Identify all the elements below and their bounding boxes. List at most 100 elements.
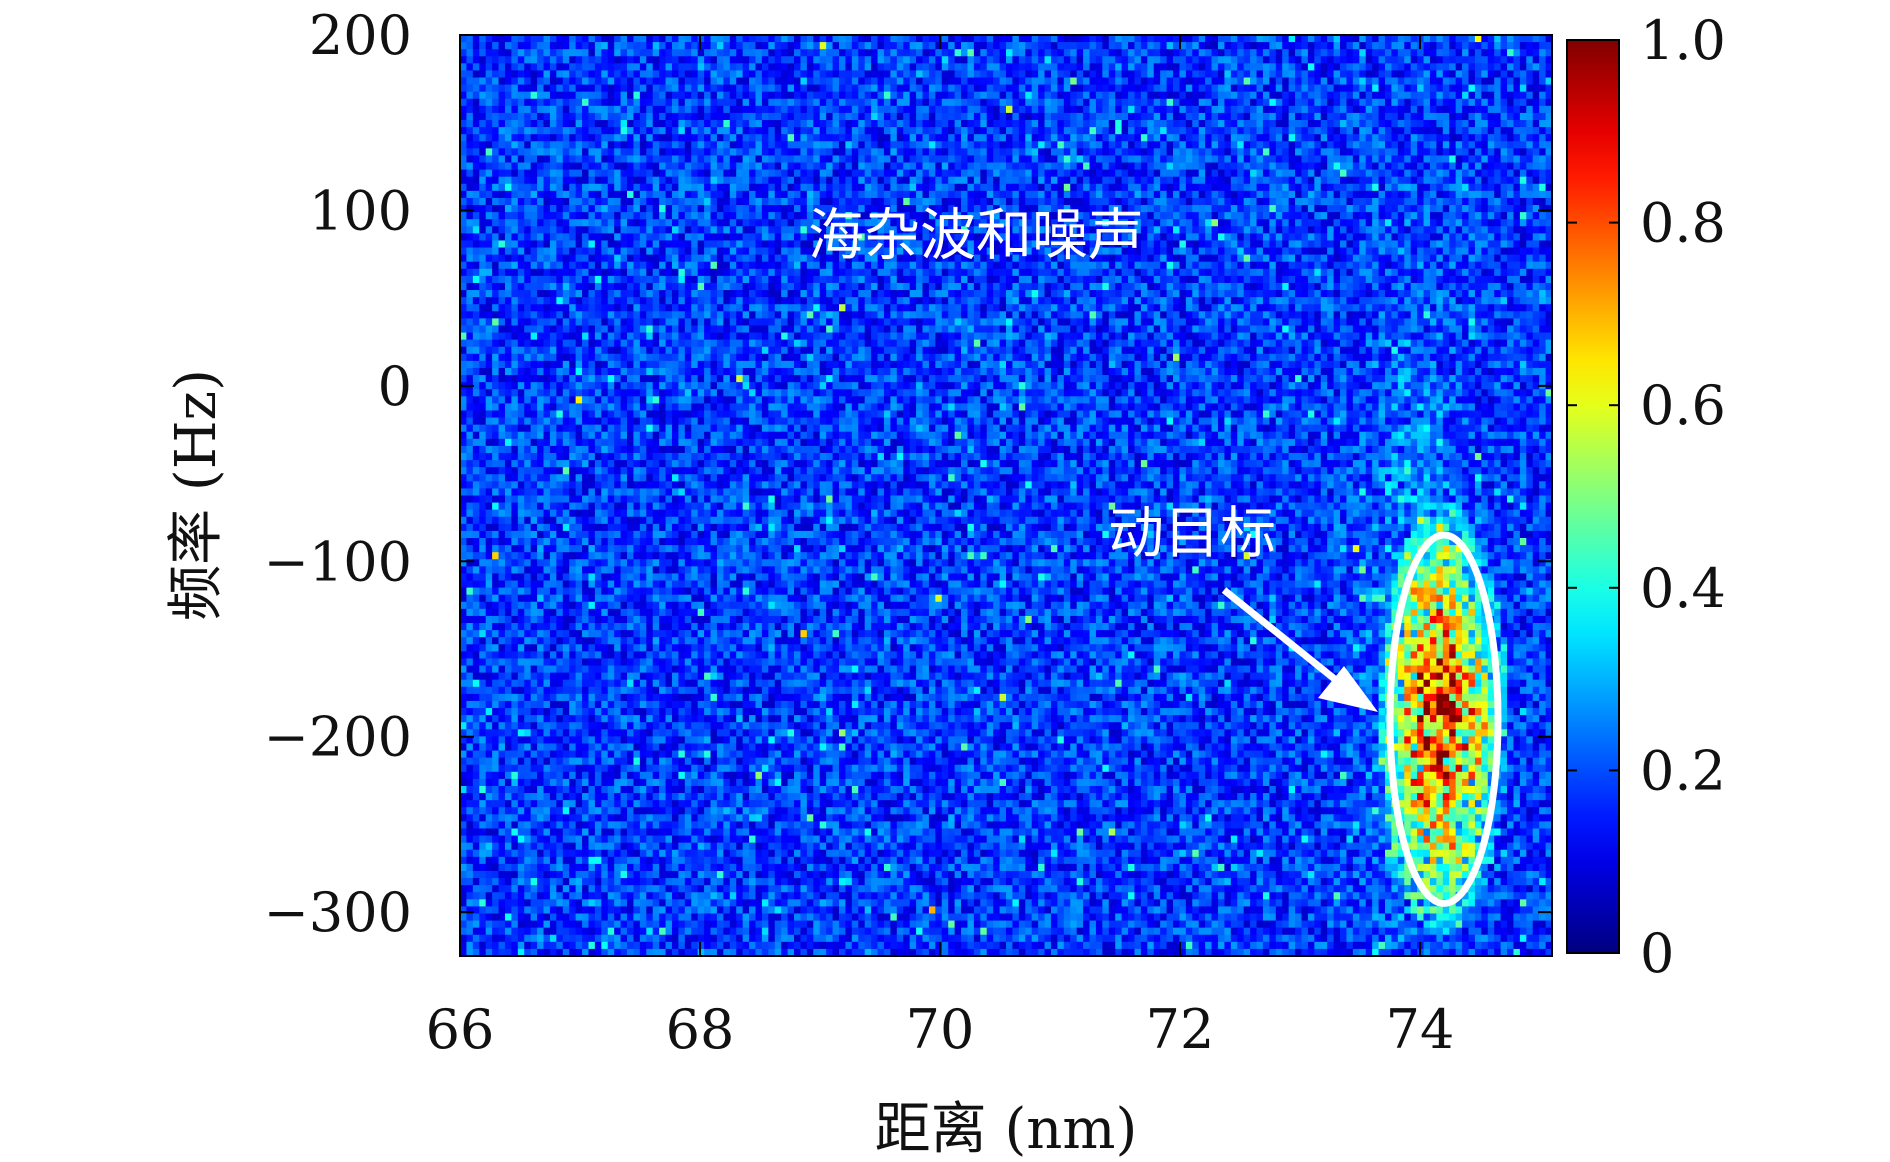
heatmap-cell — [1539, 198, 1546, 206]
heatmap-cell — [544, 134, 551, 142]
heatmap-cell — [531, 78, 538, 86]
heatmap-cell — [955, 56, 962, 64]
heatmap-cell — [614, 226, 621, 234]
heatmap-cell — [486, 163, 493, 171]
heatmap-cell — [967, 113, 974, 121]
heatmap-cell — [1173, 35, 1180, 43]
heatmap-cell — [1231, 226, 1238, 234]
heatmap-cell — [1199, 198, 1206, 206]
heatmap-cell — [1199, 205, 1206, 213]
heatmap-cell — [910, 148, 917, 156]
heatmap-cell — [1064, 92, 1071, 100]
heatmap-cell — [871, 63, 878, 71]
heatmap-cell — [544, 170, 551, 178]
heatmap-cell — [845, 56, 852, 64]
heatmap-cell — [1411, 78, 1418, 86]
heatmap-cell — [1134, 120, 1141, 128]
heatmap-cell — [1070, 99, 1077, 107]
heatmap-cell — [1308, 134, 1315, 142]
heatmap-cell — [1179, 148, 1186, 156]
heatmap-cell — [800, 106, 807, 114]
heatmap-cell — [537, 155, 544, 163]
heatmap-cell — [563, 35, 570, 43]
heatmap-cell — [1096, 148, 1103, 156]
heatmap-cell — [717, 127, 724, 135]
heatmap-cell — [511, 56, 518, 64]
heatmap-cell — [1314, 212, 1321, 220]
heatmap-cell — [826, 141, 833, 149]
heatmap-cell — [524, 219, 531, 227]
heatmap-cell — [672, 219, 679, 227]
heatmap-cell — [1513, 155, 1520, 163]
heatmap-cell — [910, 177, 917, 185]
heatmap-cell — [813, 155, 820, 163]
heatmap-cell — [1250, 85, 1257, 93]
heatmap-cell — [910, 85, 917, 93]
heatmap-cell — [1481, 219, 1488, 227]
heatmap-cell — [1102, 134, 1109, 142]
heatmap-cell — [666, 170, 673, 178]
heatmap-cell — [1417, 141, 1424, 149]
heatmap-cell — [1237, 78, 1244, 86]
heatmap-cell — [1353, 99, 1360, 107]
heatmap-cell — [531, 226, 538, 234]
heatmap-cell — [1147, 42, 1154, 50]
heatmap-cell — [473, 219, 480, 227]
heatmap-cell — [563, 240, 570, 248]
heatmap-cell — [1346, 42, 1353, 50]
heatmap-cell — [961, 92, 968, 100]
heatmap-cell — [1366, 120, 1373, 128]
heatmap-cell — [1385, 233, 1392, 241]
heatmap-cell — [1224, 212, 1231, 220]
heatmap-cell — [1353, 233, 1360, 241]
heatmap-cell — [608, 170, 615, 178]
heatmap-cell — [1468, 184, 1475, 192]
heatmap-cell — [556, 99, 563, 107]
heatmap-cell — [845, 134, 852, 142]
heatmap-cell — [1199, 35, 1206, 43]
heatmap-cell — [1032, 127, 1039, 135]
heatmap-cell — [1186, 35, 1193, 43]
heatmap-cell — [1424, 49, 1431, 57]
heatmap-cell — [1096, 191, 1103, 199]
heatmap-cell — [1109, 35, 1116, 43]
heatmap-cell — [878, 155, 885, 163]
heatmap-cell — [1102, 85, 1109, 93]
heatmap-cell — [524, 70, 531, 78]
heatmap-cell — [1314, 85, 1321, 93]
heatmap-cell — [1282, 99, 1289, 107]
heatmap-cell — [910, 106, 917, 114]
heatmap-cell — [1083, 127, 1090, 135]
heatmap-cell — [1192, 78, 1199, 86]
heatmap-cell — [460, 155, 467, 163]
heatmap-cell — [1507, 177, 1514, 185]
heatmap-cell — [466, 219, 473, 227]
heatmap-cell — [646, 92, 653, 100]
heatmap-cell — [492, 92, 499, 100]
heatmap-cell — [723, 191, 730, 199]
heatmap-cell — [524, 177, 531, 185]
heatmap-cell — [1122, 134, 1129, 142]
heatmap-cell — [948, 85, 955, 93]
heatmap-cell — [1038, 184, 1045, 192]
heatmap-cell — [1038, 191, 1045, 199]
heatmap-cell — [685, 155, 692, 163]
heatmap-cell — [691, 170, 698, 178]
heatmap-cell — [1141, 184, 1148, 192]
heatmap-cell — [1070, 85, 1077, 93]
heatmap-cell — [569, 63, 576, 71]
heatmap-cell — [1417, 113, 1424, 121]
heatmap-cell — [1539, 70, 1546, 78]
heatmap-cell — [473, 141, 480, 149]
heatmap-cell — [961, 191, 968, 199]
heatmap-cell — [1032, 155, 1039, 163]
heatmap-cell — [1295, 134, 1302, 142]
heatmap-cell — [1359, 78, 1366, 86]
heatmap-cell — [1308, 127, 1315, 135]
heatmap-cell — [1372, 177, 1379, 185]
heatmap-cell — [878, 106, 885, 114]
heatmap-cell — [1244, 85, 1251, 93]
heatmap-cell — [1045, 170, 1052, 178]
heatmap-cell — [621, 163, 628, 171]
heatmap-cell — [1372, 113, 1379, 121]
